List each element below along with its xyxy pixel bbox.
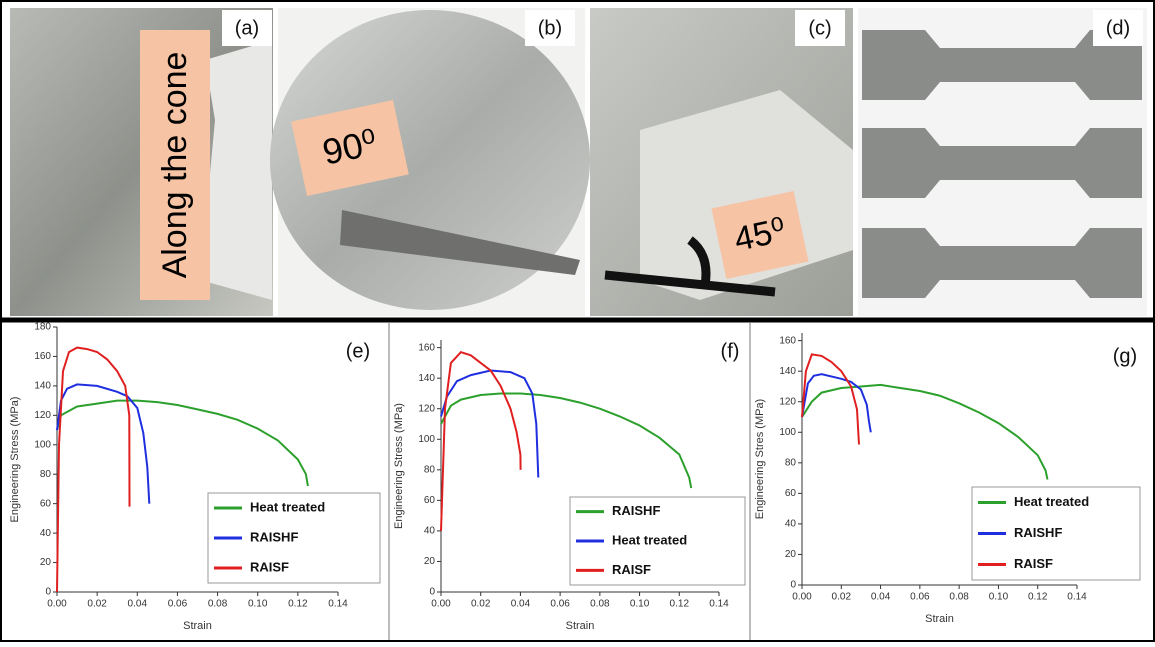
y-axis-label: Engineering Stress (MPa): [9, 397, 21, 523]
legend-label: RAISHF: [1014, 525, 1062, 540]
y-tick-label: 120: [34, 410, 51, 421]
x-tick-label: 0.10: [630, 599, 650, 610]
x-tick-label: 0.04: [128, 599, 148, 610]
y-tick-label: 180: [34, 322, 51, 333]
panel-label: (a): [235, 17, 259, 39]
y-tick-label: 60: [40, 498, 52, 509]
panel-label: (f): [721, 340, 740, 362]
x-tick-label: 0.00: [792, 592, 812, 603]
y-tick-label: 80: [40, 469, 52, 480]
panel-label: (c): [808, 17, 831, 39]
panel-label: (e): [346, 340, 370, 362]
specimens: [862, 30, 1142, 298]
data-line: [802, 385, 1048, 480]
x-tick-label: 0.12: [670, 599, 690, 610]
x-tick-label: 0.10: [248, 599, 268, 610]
y-tick-label: 0: [45, 587, 51, 598]
legend-label: Heat treated: [612, 532, 687, 547]
x-tick-label: 0.00: [47, 599, 67, 610]
y-tick-label: 60: [785, 488, 797, 499]
legend-label: Heat treated: [1014, 494, 1089, 509]
legend-label: Heat treated: [250, 499, 325, 514]
y-tick-label: 140: [418, 373, 435, 384]
data-line: [802, 374, 871, 432]
x-tick-label: 0.08: [949, 592, 969, 603]
y-tick-label: 0: [790, 580, 796, 591]
y-tick-label: 120: [779, 396, 796, 407]
panel-label: (b): [538, 17, 562, 39]
legend-label: RAISHF: [612, 503, 660, 518]
data-line: [441, 352, 521, 531]
x-tick-label: 0.06: [910, 592, 930, 603]
x-tick-label: 0.06: [550, 599, 570, 610]
photo-detail: [200, 40, 272, 300]
x-tick-label: 0.00: [431, 599, 451, 610]
y-tick-label: 100: [418, 434, 435, 445]
x-tick-label: 0.10: [989, 592, 1009, 603]
y-tick-label: 40: [785, 519, 797, 530]
x-tick-label: 0.04: [871, 592, 891, 603]
y-tick-label: 140: [34, 381, 51, 392]
legend-label: RAISF: [1014, 556, 1053, 571]
x-axis-label: Strain: [925, 613, 954, 625]
legend-label: RAISF: [612, 562, 651, 577]
y-tick-label: 20: [424, 556, 436, 567]
y-tick-label: 160: [34, 351, 51, 362]
data-line: [441, 371, 538, 478]
data-line: [441, 394, 691, 489]
data-line: [802, 354, 859, 444]
panel-label: (d): [1106, 17, 1130, 39]
x-tick-label: 0.12: [1028, 592, 1048, 603]
y-tick-label: 80: [424, 464, 436, 475]
x-tick-label: 0.12: [288, 599, 308, 610]
x-tick-label: 0.06: [168, 599, 188, 610]
x-tick-label: 0.14: [1067, 592, 1087, 603]
y-axis-label: Engineering Stress (MPa): [393, 403, 405, 529]
annotation: Along the cone: [156, 52, 194, 279]
x-tick-label: 0.08: [208, 599, 228, 610]
y-tick-label: 20: [40, 557, 52, 568]
data-line: [57, 401, 308, 486]
y-tick-label: 160: [418, 342, 435, 353]
y-tick-label: 140: [779, 366, 796, 377]
x-axis-label: Strain: [183, 620, 212, 632]
x-tick-label: 0.02: [832, 592, 852, 603]
x-tick-label: 0.14: [328, 599, 348, 610]
y-tick-label: 120: [418, 403, 435, 414]
data-line: [57, 348, 130, 592]
y-tick-label: 0: [429, 587, 435, 598]
figure: Along the cone 90⁰ 45⁰ (a) (b) (c) (d) 0…: [0, 0, 1155, 642]
legend-label: RAISF: [250, 559, 289, 574]
x-tick-label: 0.04: [511, 599, 531, 610]
x-axis-label: Strain: [566, 620, 595, 632]
y-tick-label: 60: [424, 495, 436, 506]
y-tick-label: 80: [785, 457, 797, 468]
y-tick-label: 40: [40, 528, 52, 539]
y-tick-label: 20: [785, 549, 797, 560]
y-tick-label: 40: [424, 526, 436, 537]
y-tick-label: 100: [779, 427, 796, 438]
y-tick-label: 160: [779, 335, 796, 346]
annotation-group: Along the cone: [140, 30, 210, 300]
legend-label: RAISHF: [250, 529, 298, 544]
x-tick-label: 0.14: [709, 599, 729, 610]
x-tick-label: 0.02: [471, 599, 491, 610]
y-tick-label: 100: [34, 439, 51, 450]
x-tick-label: 0.08: [590, 599, 610, 610]
y-axis-label: Engineering Stres (MPa): [754, 399, 766, 519]
panel-label: (g): [1113, 345, 1137, 367]
x-tick-label: 0.02: [87, 599, 107, 610]
